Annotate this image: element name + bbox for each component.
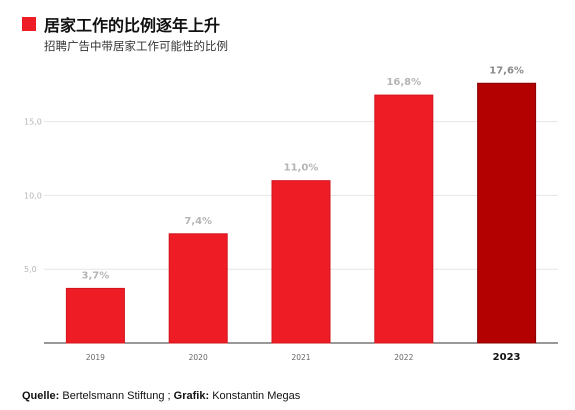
- graphic-label: Grafik:: [173, 390, 210, 402]
- y-tick-label: 5,0: [24, 265, 37, 274]
- graphic-value: Konstantin Megas: [212, 390, 301, 402]
- x-tick-label: 2020: [189, 353, 208, 362]
- x-tick-label: 2021: [291, 353, 310, 362]
- data-label: 16,8%: [386, 77, 421, 88]
- title-row: 居家工作的比例逐年上升: [22, 12, 220, 36]
- data-label: 3,7%: [82, 270, 110, 281]
- source-value: Bertelsmann Stiftung ;: [62, 390, 171, 402]
- x-tick-label: 2019: [86, 353, 105, 362]
- bar: [271, 180, 331, 344]
- title-swatch: [22, 17, 36, 31]
- source-note: Quelle: Bertelsmann Stiftung ; Grafik: K…: [22, 390, 300, 402]
- data-label: 11,0%: [284, 163, 319, 174]
- source-label: Quelle:: [22, 390, 60, 402]
- data-label: 7,4%: [184, 216, 212, 227]
- y-tick-label: 15,0: [24, 118, 42, 127]
- y-tick-label: 10,0: [24, 191, 42, 200]
- x-tick-label: 2022: [394, 353, 413, 362]
- bar: [477, 82, 537, 344]
- bar: [65, 287, 125, 344]
- chart-title: 居家工作的比例逐年上升: [44, 16, 221, 35]
- chart-header: 居家工作的比例逐年上升: [22, 12, 220, 36]
- chart-subtitle: 招聘广告中带居家工作可能性的比例: [44, 39, 228, 53]
- bar: [168, 233, 228, 344]
- bar: [374, 94, 434, 344]
- data-label: 17,6%: [489, 65, 524, 76]
- x-tick-label: 2023: [493, 352, 521, 363]
